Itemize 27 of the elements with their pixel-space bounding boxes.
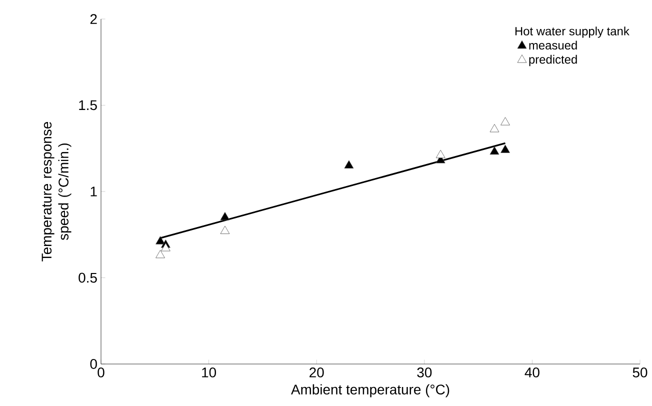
point — [500, 117, 510, 126]
x-tick-label: 10 — [202, 368, 216, 378]
x-tick-label: 40 — [524, 368, 540, 378]
x-axis-title: Ambient temperature (°C) — [291, 384, 450, 398]
y-tick-label: 2 — [90, 14, 97, 24]
legend-label: predicted — [529, 54, 577, 66]
legend-title: Hot water supply tank — [515, 26, 630, 38]
point — [220, 212, 230, 220]
x-tick-label: 30 — [417, 368, 432, 378]
legend-label: measued — [529, 40, 577, 50]
y-tick-label: 0.5 — [78, 272, 97, 283]
point — [160, 243, 170, 252]
point — [220, 226, 230, 234]
x-tick-label: 0 — [98, 368, 104, 378]
point — [500, 144, 510, 153]
x-tick-label: 20 — [310, 368, 324, 378]
point — [156, 250, 165, 258]
y-tick-label: 1.5 — [79, 100, 97, 110]
point — [490, 146, 500, 155]
point — [490, 124, 500, 132]
point — [344, 160, 354, 168]
point — [436, 150, 446, 158]
y-tick-label: 1 — [90, 186, 97, 196]
y-axis-title: Temperature response speed (°C/min.) — [42, 122, 72, 262]
x-tick-label: 50 — [632, 368, 648, 378]
point — [156, 236, 165, 244]
y-tick-label: 0 — [90, 359, 97, 369]
